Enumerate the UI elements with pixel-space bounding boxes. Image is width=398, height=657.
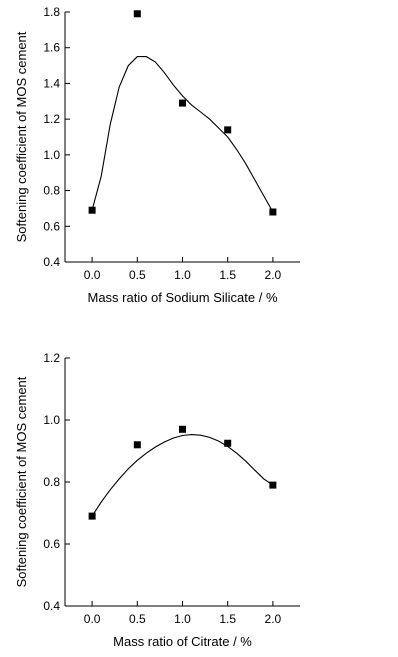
data-point xyxy=(133,441,141,449)
y-axis-label: Softening coefficient of MOS cement xyxy=(14,376,29,587)
x-tick-label: 1.5 xyxy=(219,612,236,626)
x-tick-label: 1.0 xyxy=(174,612,191,626)
x-tick-label: 1.5 xyxy=(219,268,236,282)
x-axis-label: Mass ratio of Citrate / % xyxy=(113,634,252,649)
y-tick-label: 1.2 xyxy=(43,351,60,365)
y-tick-label: 0.4 xyxy=(43,599,60,613)
data-point xyxy=(224,126,232,134)
data-point xyxy=(133,10,141,18)
x-tick-label: 0.5 xyxy=(129,268,146,282)
data-point xyxy=(179,99,186,107)
data-point xyxy=(179,425,186,433)
fit-curve xyxy=(91,434,274,517)
data-point xyxy=(88,206,96,214)
fit-curve xyxy=(91,56,274,213)
y-axis-label: Softening coefficient of MOS cement xyxy=(14,31,29,242)
y-tick-label: 0.4 xyxy=(43,255,60,269)
chart-1: 0.4 0.6 0.8 1.0 1.2 1.4 1.6 1.8 0.0 0.5 1.0 1.5 2.0 M… xyxy=(14,5,300,305)
y-tick-label: 0.8 xyxy=(43,184,60,198)
x-tick-label: 0.0 xyxy=(84,612,101,626)
data-point xyxy=(269,481,277,489)
x-tick-label: 2.0 xyxy=(265,268,282,282)
x-tick-label: 1.0 xyxy=(174,268,191,282)
chart-2: 0.4 0.6 0.8 1.0 1.2 0.0 0.5 1.0 1.5 2.0 Mass ratio… xyxy=(14,351,300,649)
y-tick-label: 0.6 xyxy=(43,537,60,551)
data-point xyxy=(269,208,277,216)
y-tick-label: 1.4 xyxy=(43,76,60,90)
x-tick-label: 0.5 xyxy=(129,612,146,626)
x-tick-label: 2.0 xyxy=(265,612,282,626)
x-axis-label: Mass ratio of Sodium Silicate / % xyxy=(87,290,277,305)
y-tick-label: 1.2 xyxy=(43,112,60,126)
data-point xyxy=(88,512,96,520)
y-tick-label: 1.8 xyxy=(43,5,60,19)
y-tick-label: 0.8 xyxy=(43,475,60,489)
x-tick-label: 0.0 xyxy=(84,268,101,282)
y-tick-label: 1.6 xyxy=(43,41,60,55)
y-tick-label: 0.6 xyxy=(43,219,60,233)
data-point xyxy=(224,439,232,447)
y-tick-label: 1.0 xyxy=(43,148,60,162)
y-tick-label: 1.0 xyxy=(43,413,60,427)
